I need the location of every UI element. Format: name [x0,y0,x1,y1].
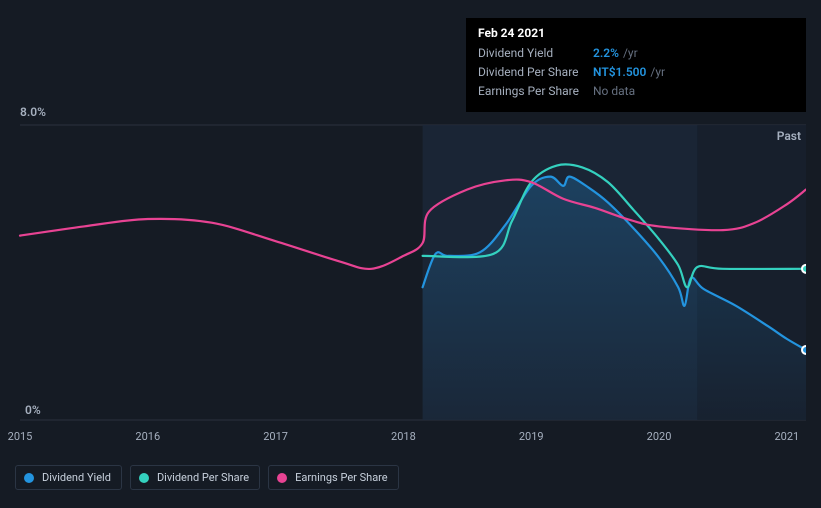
chart-root: Feb 24 2021 Dividend Yield 2.2% /yr Divi… [0,0,821,508]
x-tick: 2017 [263,430,288,443]
tooltip-label: Earnings Per Share [478,82,593,101]
chart-area[interactable]: 8.0% 0% Past 201520162017201820192020202… [15,100,806,445]
tooltip-row-dividend-per-share: Dividend Per Share NT$1.500 /yr [478,63,794,82]
legend-label: Dividend Per Share [157,471,249,484]
legend-item-dividend-per-share[interactable]: Dividend Per Share [130,465,260,490]
legend-label: Dividend Yield [42,471,111,484]
y-axis-top-label: 8.0% [20,105,46,119]
legend-swatch [139,473,149,483]
x-tick: 2021 [774,430,799,443]
legend-swatch [277,473,287,483]
tooltip-row-earnings-per-share: Earnings Per Share No data [478,82,794,101]
legend: Dividend Yield Dividend Per Share Earnin… [15,465,399,490]
tooltip-row-dividend-yield: Dividend Yield 2.2% /yr [478,44,794,63]
legend-item-earnings-per-share[interactable]: Earnings Per Share [268,465,399,490]
chart-tooltip: Feb 24 2021 Dividend Yield 2.2% /yr Divi… [466,18,806,112]
x-tick: 2020 [647,430,672,443]
tooltip-nodata: No data [593,82,635,101]
x-tick: 2016 [135,430,160,443]
tooltip-unit: /yr [623,44,638,63]
chart-svg [15,100,806,445]
tooltip-date: Feb 24 2021 [478,26,794,40]
past-label: Past [777,129,801,143]
x-tick: 2019 [519,430,544,443]
tooltip-label: Dividend Yield [478,44,593,63]
tooltip-unit: /yr [650,63,665,82]
legend-label: Earnings Per Share [295,471,388,484]
tooltip-label: Dividend Per Share [478,63,593,82]
legend-item-dividend-yield[interactable]: Dividend Yield [15,465,122,490]
tooltip-value: 2.2% [593,44,619,63]
y-axis-bottom-label: 0% [25,403,41,417]
x-tick: 2018 [391,430,416,443]
tooltip-value: NT$1.500 [593,63,646,82]
legend-swatch [24,473,34,483]
x-tick: 2015 [8,430,33,443]
